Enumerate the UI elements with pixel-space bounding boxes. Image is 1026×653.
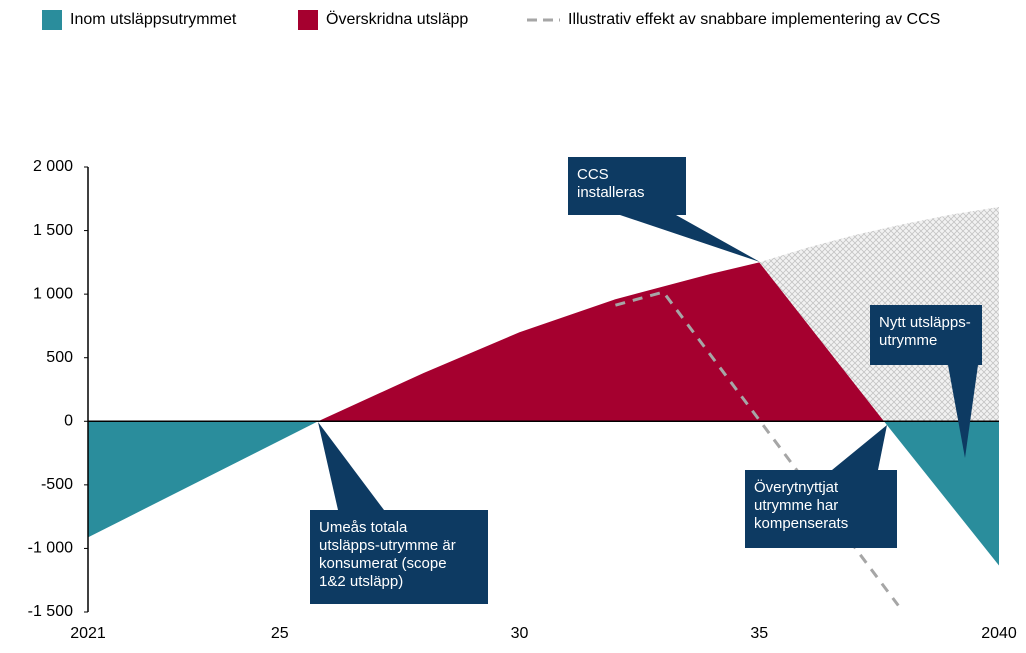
y-tick-label: 1 000 [33, 285, 73, 302]
callout-box [568, 157, 686, 215]
y-tick-label: -1 500 [28, 603, 73, 620]
callout-text: kompenserats [754, 515, 848, 532]
legend-label: Illustrativ effekt av snabbare implement… [568, 11, 940, 28]
x-tick-label: 25 [271, 625, 289, 642]
callout-text: 1&2 utsläpp) [319, 573, 403, 590]
y-tick-label: 500 [46, 349, 73, 366]
callout-text: Nytt utsläpps- [879, 314, 971, 331]
callout-text: installeras [577, 184, 645, 201]
y-tick-label: -1 000 [28, 540, 73, 557]
callout-text: konsumerat (scope [319, 555, 447, 572]
x-tick-label: 35 [750, 625, 768, 642]
callout-text: utrymme har [754, 497, 838, 514]
legend-swatch [42, 10, 62, 30]
callout-pointer [318, 422, 384, 510]
callout-text: Umeås totala [319, 519, 408, 536]
x-tick-label: 2021 [70, 625, 106, 642]
legend-label: Överskridna utsläpp [326, 10, 468, 28]
x-tick-label: 2040 [981, 625, 1017, 642]
callout-text: Överytnyttjat [754, 478, 839, 496]
x-tick-label: 30 [511, 625, 529, 642]
callout-pointer [948, 365, 978, 458]
callout-pointer [620, 215, 760, 262]
y-tick-label: 2 000 [33, 158, 73, 175]
callout-box [870, 305, 982, 365]
callout-text: utrymme [879, 332, 937, 349]
area [88, 421, 319, 538]
area [883, 421, 999, 566]
area [318, 262, 884, 422]
y-tick-label: 0 [64, 413, 73, 430]
y-tick-label: 1 500 [33, 222, 73, 239]
callout: Nytt utsläpps-utrymme [870, 305, 982, 458]
callout-box [745, 470, 897, 548]
y-tick-label: -500 [41, 476, 73, 493]
callout-box [310, 510, 488, 604]
callout-pointer [832, 425, 887, 470]
legend-label: Inom utsläppsutrymmet [70, 11, 237, 28]
callout-text: CCS [577, 166, 609, 183]
callout-text: utsläpps-utrymme är [319, 537, 456, 554]
legend-swatch [298, 10, 318, 30]
